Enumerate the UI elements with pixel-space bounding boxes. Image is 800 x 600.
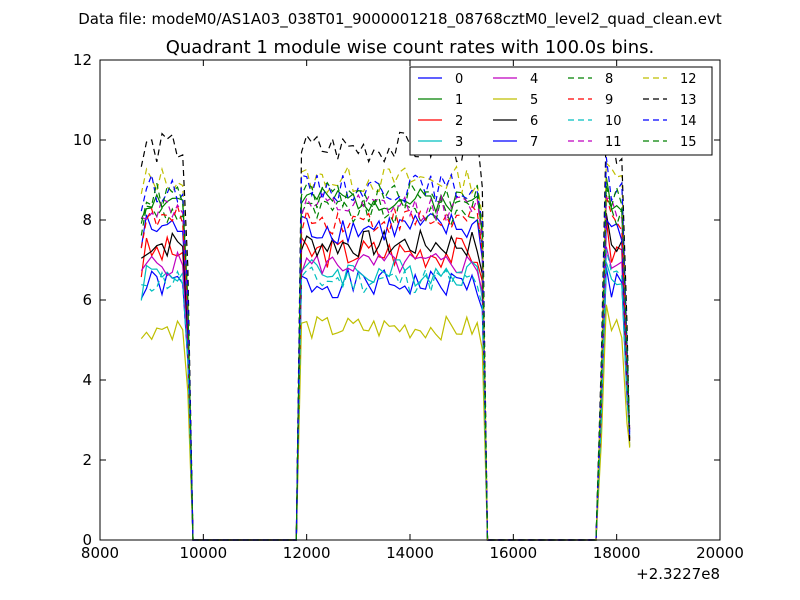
y-tick-label: 10 (73, 131, 92, 149)
legend-label-2: 2 (455, 114, 463, 129)
legend-label-4: 4 (530, 72, 538, 87)
x-tick-label: 16000 (489, 544, 537, 562)
legend-label-13: 13 (680, 93, 697, 108)
x-offset-label: +2.3227e8 (636, 565, 720, 583)
legend-label-14: 14 (680, 114, 697, 129)
x-tick-label: 8000 (81, 544, 119, 562)
y-tick-label: 12 (73, 51, 92, 69)
legend-label-1: 1 (455, 93, 463, 108)
legend-label-11: 11 (605, 135, 622, 150)
legend-label-12: 12 (680, 72, 697, 87)
x-axis-ticks: 8000 10000 12000 14000 16000 18000 20000 (81, 60, 744, 562)
legend-label-5: 5 (530, 93, 538, 108)
x-tick-label: 14000 (386, 544, 434, 562)
x-tick-label: 10000 (179, 544, 227, 562)
x-tick-label: 20000 (696, 544, 744, 562)
legend-label-7: 7 (530, 135, 538, 150)
y-tick-label: 2 (82, 451, 92, 469)
legend-label-8: 8 (605, 72, 613, 87)
legend-label-3: 3 (455, 135, 463, 150)
x-tick-label: 12000 (283, 544, 331, 562)
legend-label-10: 10 (605, 114, 622, 129)
page-title: Data file: modeM0/AS1A03_038T01_90000012… (78, 10, 722, 29)
chart-title: Quadrant 1 module wise count rates with … (166, 37, 655, 58)
legend-label-15: 15 (680, 135, 697, 150)
legend-label-6: 6 (530, 114, 538, 129)
legend-label-0: 0 (455, 72, 463, 87)
y-tick-label: 8 (82, 211, 92, 229)
legend-label-9: 9 (605, 93, 613, 108)
y-tick-label: 0 (82, 531, 92, 549)
legend-box (409, 66, 713, 156)
x-tick-label: 18000 (593, 544, 641, 562)
plot-frame-border (99, 59, 721, 541)
y-tick-label: 4 (82, 371, 92, 389)
y-tick-label: 6 (82, 291, 92, 309)
